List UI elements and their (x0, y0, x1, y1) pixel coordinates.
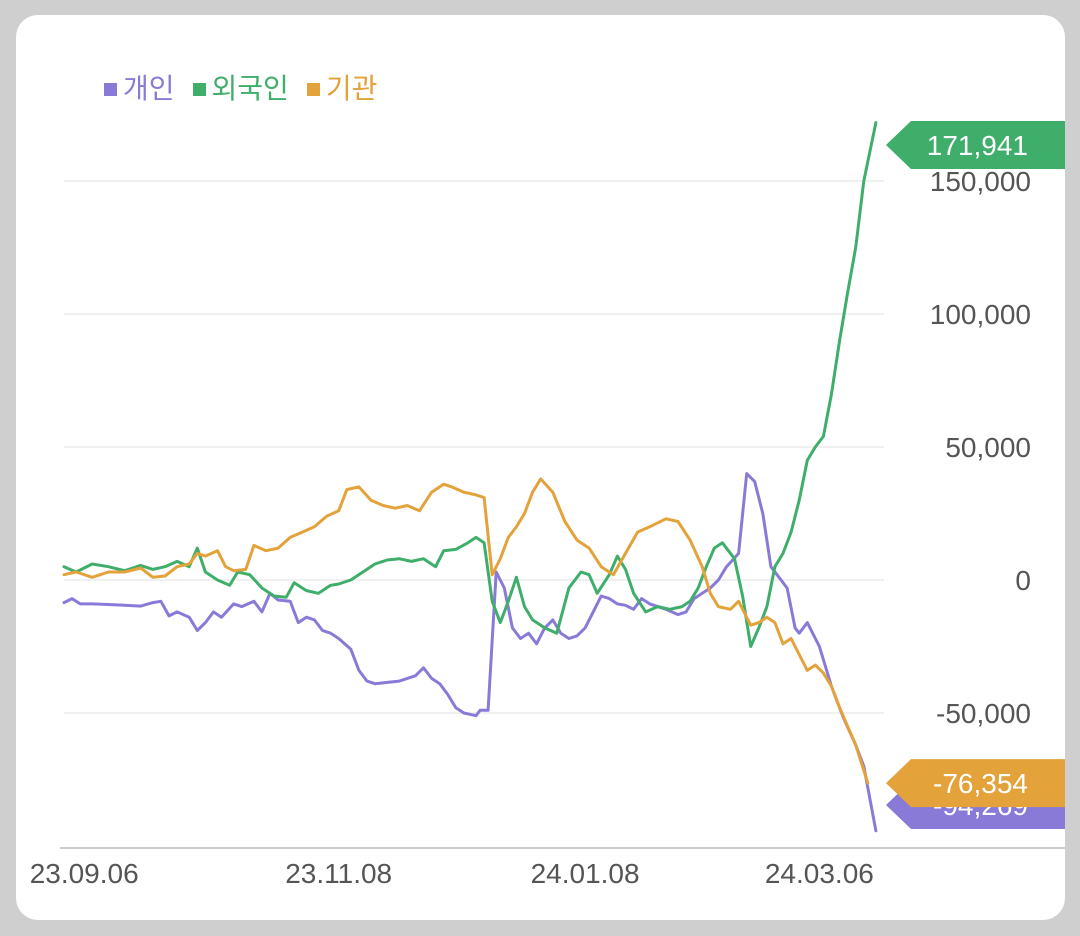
legend-swatch-individual (104, 82, 117, 96)
legend-swatch-foreign (192, 82, 206, 96)
legend-swatch-institution (306, 82, 320, 96)
y-tick-label: -50,000 (936, 698, 1031, 729)
legend-item-institution[interactable]: 기관 (306, 71, 378, 107)
series-line-individual[interactable] (62, 472, 878, 833)
series-line-foreign[interactable] (62, 121, 878, 648)
y-tick-label: 50,000 (945, 432, 1031, 463)
legend-label-foreign: 외국인 (211, 73, 289, 104)
y-tick-label: 100,000 (930, 299, 1031, 330)
value-tag-foreign-bg (886, 121, 1065, 169)
legend-item-individual[interactable]: 개인 (104, 71, 175, 107)
x-tick-label: 23.11.08 (285, 858, 392, 889)
legend-item-foreign[interactable]: 외국인 (192, 71, 289, 107)
legend: 개인 외국인 기관 (104, 71, 377, 107)
value-tag-institution-text: -76,354 (933, 768, 1028, 799)
legend-label-individual: 개인 (123, 73, 175, 104)
series-line-institution[interactable] (62, 477, 870, 785)
chart-card: 개인 외국인 기관 150,000 100,000 50,000 0 -50,000 23… (16, 15, 1065, 920)
value-tag-institution-bg (886, 759, 1065, 808)
legend-label-institution: 기관 (325, 73, 378, 104)
x-tick-label: 24.03.06 (765, 858, 874, 889)
y-tick-label: 0 (1015, 565, 1031, 596)
x-tick-label: 24.01.08 (531, 858, 640, 889)
line-chart[interactable]: 150,000 100,000 50,000 0 -50,000 23.09.06 23.1… (16, 15, 1065, 920)
value-tag-foreign-text: 171,941 (927, 130, 1028, 161)
y-tick-label: 150,000 (930, 166, 1031, 197)
x-tick-label: 23.09.06 (30, 858, 139, 889)
